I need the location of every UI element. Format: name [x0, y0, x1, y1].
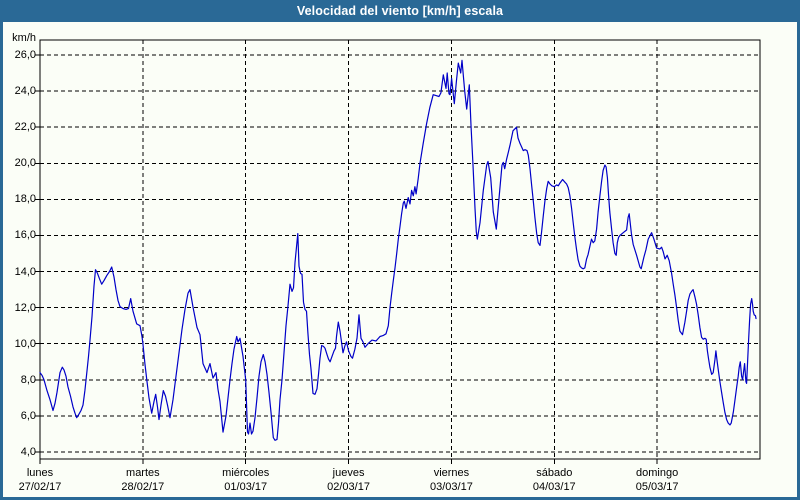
- y-tick-label: 22,0: [14, 121, 36, 134]
- y-tick-label: 24,0: [14, 85, 36, 98]
- day-date: 02/03/17: [327, 481, 370, 493]
- wind-speed-line-chart: [35, 39, 761, 464]
- x-day-label: miércoles 01/03/17: [191, 466, 301, 494]
- day-date: 05/03/17: [635, 481, 679, 493]
- y-tick-label: 18,0: [14, 193, 36, 206]
- plot-border: [39, 39, 761, 460]
- y-tick-label: 20,0: [14, 157, 36, 170]
- day-name: sábado: [536, 467, 573, 479]
- x-day-label: jueves 02/03/17: [294, 466, 404, 494]
- day-name: viernes: [433, 467, 470, 479]
- y-tick-label: 6,0: [20, 409, 36, 422]
- y-tick-label: 14,0: [14, 265, 36, 278]
- day-name: lunes: [26, 467, 54, 479]
- y-tick-label: 8,0: [20, 373, 36, 386]
- x-day-label: lunes 27/02/17: [0, 466, 95, 494]
- day-date: 27/02/17: [18, 481, 62, 493]
- day-name: miércoles: [222, 467, 270, 479]
- x-day-label: viernes 03/03/17: [396, 466, 506, 494]
- x-day-label: domingo 05/03/17: [602, 466, 712, 494]
- y-tick-label: 26,0: [14, 49, 36, 61]
- y-tick-label: 16,0: [14, 229, 36, 242]
- y-tick-label: 4,0: [20, 446, 36, 458]
- title-bar: Velocidad del viento [km/h] escala: [0, 0, 800, 22]
- y-tick-label: 12,0: [14, 301, 36, 314]
- day-name: jueves: [332, 467, 365, 479]
- day-name: domingo: [636, 467, 679, 479]
- day-date: 28/02/17: [121, 481, 165, 493]
- x-day-label: martes 28/02/17: [88, 466, 198, 494]
- y-axis-unit-label: km/h: [12, 32, 36, 44]
- day-date: 04/03/17: [532, 481, 576, 493]
- day-date: 01/03/17: [224, 481, 268, 493]
- day-name: martes: [126, 467, 160, 479]
- day-date: 03/03/17: [430, 481, 473, 493]
- y-tick-label: 10,0: [14, 337, 36, 350]
- x-day-label: sábado 04/03/17: [499, 466, 609, 494]
- wind-speed-series: [39, 59, 757, 441]
- chart-panel: 26,0 24,0 22,0 20,0 18,0 16,0 14,0 12,0 10,0 8,0 6…: [3, 22, 797, 497]
- chart-title: Velocidad del viento [km/h] escala: [296, 4, 504, 18]
